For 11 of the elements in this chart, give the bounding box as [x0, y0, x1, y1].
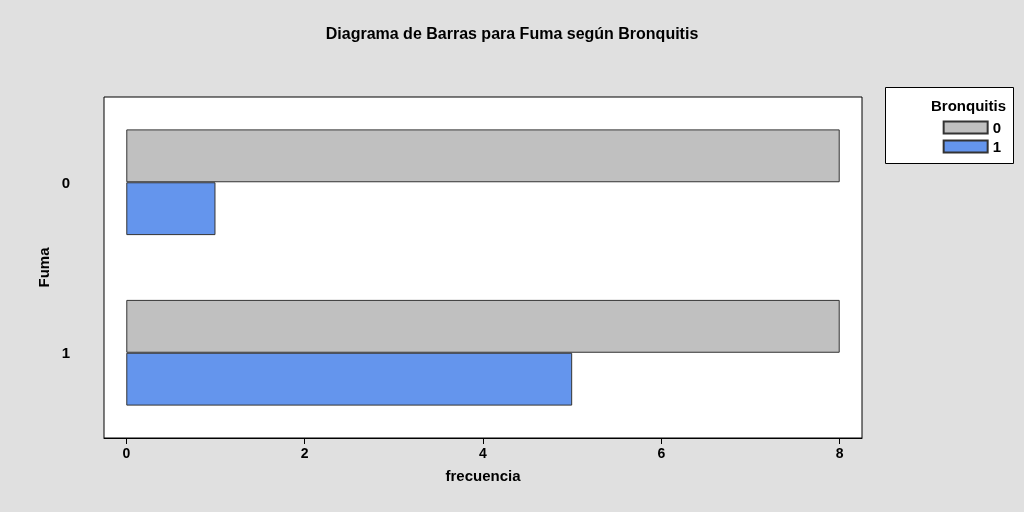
x-tick-label: 4 — [479, 445, 488, 461]
legend-title: Bronquitis — [931, 97, 1007, 114]
chart-title: Diagrama de Barras para Fuma según Bronquitis — [325, 24, 699, 42]
x-tick-label: 0 — [122, 445, 131, 461]
x-tick-label: 8 — [835, 445, 844, 461]
legend-label: 1 — [992, 138, 1001, 155]
x-tick-label: 6 — [657, 445, 666, 461]
legend-label: 0 — [992, 119, 1001, 136]
x-tick-label: 2 — [300, 445, 309, 461]
y-axis-title: Fuma — [34, 246, 52, 288]
x-axis-title: frecuencia — [445, 467, 522, 484]
